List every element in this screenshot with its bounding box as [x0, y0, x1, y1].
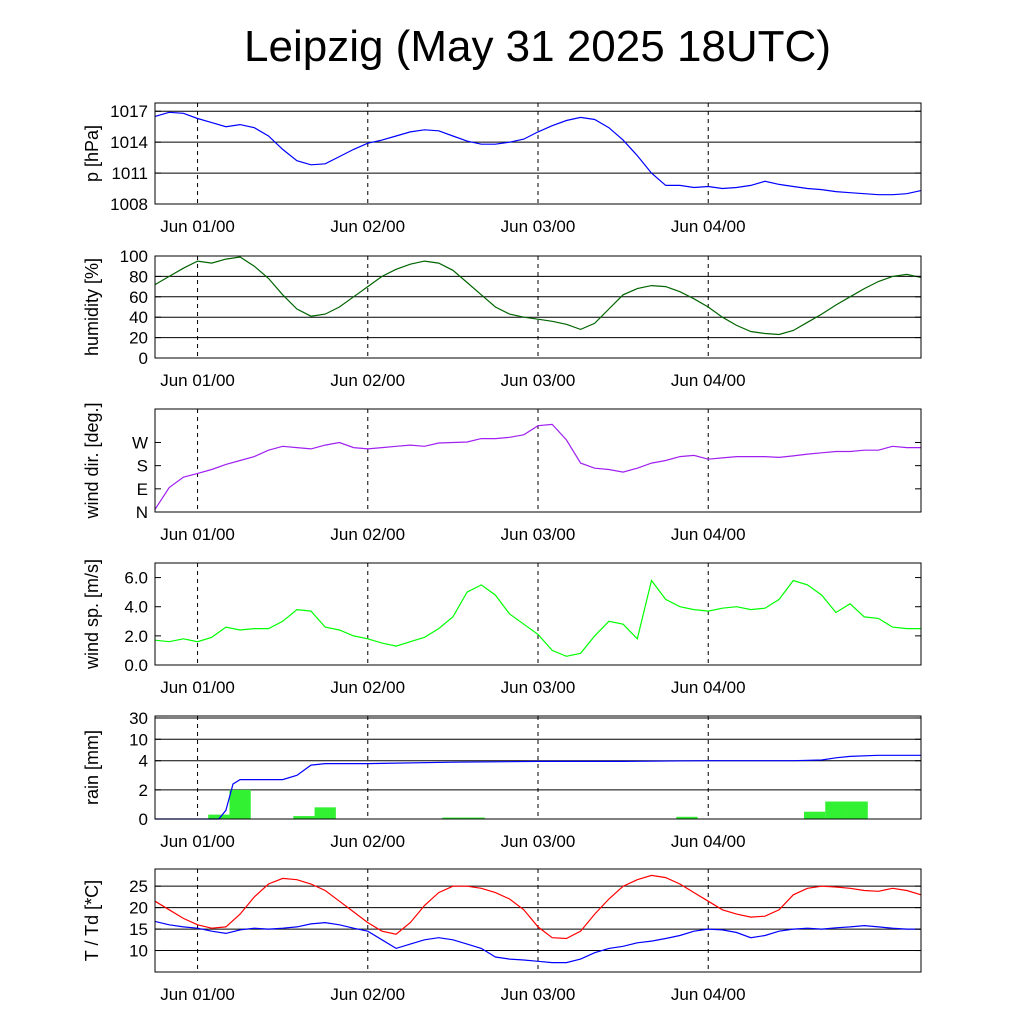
wind-speed-frame: [154, 562, 922, 666]
wind-direction-xtick-label: Jun 03/00: [501, 525, 576, 544]
humidity-ytick-label: 40: [129, 308, 148, 327]
wind-speed-ylabel: wind sp. [m/s]: [82, 559, 102, 670]
rain-ylabel: rain [mm]: [82, 730, 102, 805]
wind-direction-ytick-label: E: [137, 480, 148, 499]
rain-xtick-label: Jun 02/00: [330, 832, 405, 851]
pressure-frame: [154, 102, 922, 205]
rain-bar: [803, 811, 826, 819]
wind-speed-ytick-label: 4.0: [124, 598, 148, 617]
pressure-xtick-label: Jun 02/00: [330, 217, 405, 236]
wind-direction-ylabel: wind dir. [deg.]: [82, 402, 102, 519]
humidity-ytick-label: 20: [129, 329, 148, 348]
rain-bar: [229, 789, 251, 819]
humidity-xtick-label: Jun 03/00: [501, 371, 576, 390]
humidity-ytick-label: 80: [129, 267, 148, 286]
rain-bar: [846, 801, 868, 819]
pressure-xtick-label: Jun 03/00: [501, 217, 576, 236]
rain-bar: [293, 816, 315, 819]
pressure-ytick-label: 1008: [110, 195, 148, 214]
chart-title: Leipzig (May 31 2025 18UTC): [244, 22, 831, 71]
rain-rain_total-line: [155, 754, 921, 820]
humidity-frame: [154, 255, 922, 359]
rain-bar: [463, 817, 485, 819]
pressure-ytick-label: 1011: [111, 164, 148, 183]
rain-bar: [208, 814, 230, 819]
temperature-dewpoint-ytick-label: 25: [129, 877, 148, 896]
temperature-dewpoint-ylabel: T / Td [*C]: [82, 880, 102, 961]
temperature-dewpoint-xtick-label: Jun 03/00: [501, 985, 576, 1004]
wind-speed-xtick-label: Jun 01/00: [160, 678, 235, 697]
wind-direction-xtick-label: Jun 01/00: [160, 525, 235, 544]
wind-speed-ytick-label: 0.0: [124, 656, 148, 675]
pressure-pressure-line: [154, 111, 922, 196]
wind-direction-ytick-label: N: [136, 503, 148, 522]
rain-xtick-label: Jun 03/00: [501, 832, 576, 851]
rain-bar: [442, 817, 464, 819]
rain-bar: [676, 816, 698, 819]
rain-xtick-label: Jun 01/00: [160, 832, 235, 851]
rain-ytick-label: 0: [139, 810, 148, 829]
humidity-xtick-label: Jun 02/00: [330, 371, 405, 390]
wind-speed-xtick-label: Jun 03/00: [501, 678, 576, 697]
humidity-xtick-label: Jun 01/00: [160, 371, 235, 390]
rain-ytick-label: 30: [129, 709, 148, 728]
rain-xtick-label: Jun 04/00: [671, 832, 746, 851]
wind-speed-xtick-label: Jun 04/00: [671, 678, 746, 697]
temperature-dewpoint-ytick-label: 20: [129, 899, 148, 918]
wind-direction-xtick-label: Jun 04/00: [671, 525, 746, 544]
wind-direction-ytick-label: W: [132, 433, 148, 452]
humidity-ytick-label: 60: [129, 288, 148, 307]
temperature-dewpoint-xtick-label: Jun 04/00: [671, 985, 746, 1004]
pressure-ytick-label: 1017: [110, 102, 148, 121]
pressure-xtick-label: Jun 01/00: [160, 217, 235, 236]
rain-frame: [154, 715, 922, 820]
temperature-dewpoint-ytick-label: 10: [129, 942, 148, 961]
wind-speed-wind_speed-line: [154, 579, 921, 657]
pressure-ylabel: p [hPa]: [82, 125, 102, 182]
wind-speed-xtick-label: Jun 02/00: [330, 678, 405, 697]
temperature-dewpoint-frame: [154, 868, 922, 973]
humidity-ytick-label: 0: [139, 349, 148, 368]
rain-ytick-label: 10: [129, 730, 148, 749]
temperature-dewpoint-xtick-label: Jun 01/00: [160, 985, 235, 1004]
wind-direction-xtick-label: Jun 02/00: [330, 525, 405, 544]
wind-direction-ytick-label: S: [137, 457, 148, 476]
temperature-dewpoint-xtick-label: Jun 02/00: [330, 985, 405, 1004]
pressure-xtick-label: Jun 04/00: [671, 217, 746, 236]
temperature-dewpoint-temperature-line: [154, 874, 922, 940]
humidity-humidity-line: [154, 256, 922, 336]
temperature-dewpoint-dewpoint-line: [154, 920, 921, 964]
pressure-ytick-label: 1014: [110, 133, 148, 152]
humidity-xtick-label: Jun 04/00: [671, 371, 746, 390]
wind-direction-frame: [154, 408, 922, 513]
wind-speed-ytick-label: 6.0: [124, 569, 148, 588]
humidity-ylabel: humidity [%]: [82, 258, 102, 356]
rain-bar: [314, 807, 336, 819]
humidity-ytick-label: 100: [120, 247, 148, 266]
rain-ytick-label: 2: [139, 781, 148, 800]
wind-direction-wind_dir-line: [154, 423, 921, 510]
wind-speed-ytick-label: 2.0: [124, 627, 148, 646]
temperature-dewpoint-ytick-label: 15: [129, 920, 148, 939]
rain-ytick-label: 4: [139, 752, 148, 771]
rain-bar: [825, 801, 847, 819]
